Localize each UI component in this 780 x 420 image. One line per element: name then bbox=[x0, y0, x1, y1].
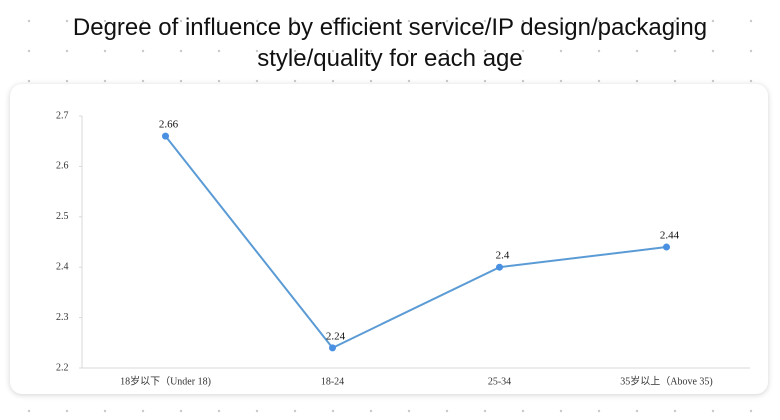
chart-card bbox=[10, 84, 768, 394]
x-tick-label: 25-34 bbox=[488, 376, 511, 387]
data-label: 2.24 bbox=[326, 330, 346, 342]
y-tick-label: 2.4 bbox=[56, 261, 69, 272]
point bbox=[663, 243, 670, 251]
y-tick-label: 2.6 bbox=[56, 161, 69, 172]
chart-title: Degree of influence by efficient service… bbox=[72, 14, 708, 72]
y-tick-label: 2.7 bbox=[56, 110, 69, 121]
point bbox=[329, 344, 336, 352]
data-label: 2.44 bbox=[660, 230, 680, 242]
data-label: 2.66 bbox=[159, 119, 179, 131]
line bbox=[164, 135, 667, 350]
y-tick-label: 2.5 bbox=[56, 211, 69, 222]
y-tick-label: 2.2 bbox=[56, 362, 69, 373]
point bbox=[496, 263, 503, 271]
point bbox=[162, 132, 169, 140]
x-tick-label: 18-24 bbox=[321, 376, 344, 387]
x-tick-label: 18岁以下（Under 18) bbox=[120, 374, 211, 387]
y-tick-label: 2.3 bbox=[56, 312, 69, 323]
x-tick-label: 35岁以上（Above 35) bbox=[620, 374, 713, 387]
data-label: 2.4 bbox=[496, 250, 510, 262]
